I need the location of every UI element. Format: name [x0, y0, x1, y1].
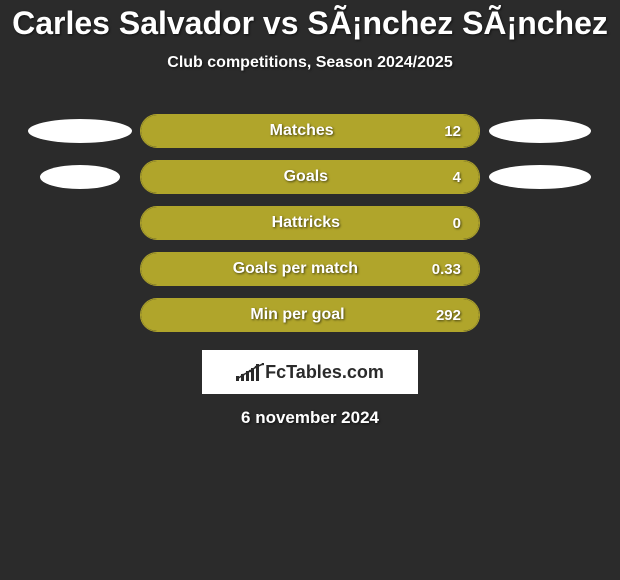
stat-value: 0 — [453, 215, 461, 232]
stat-label: Goals per match — [159, 260, 432, 278]
stat-label: Min per goal — [159, 306, 436, 324]
stats-row: Min per goal292 — [0, 298, 620, 332]
stats-row: Hattricks0 — [0, 206, 620, 240]
player-ellipse-left — [28, 119, 132, 143]
stat-bar-content: Min per goal292 — [141, 299, 479, 331]
page-subtitle: Club competitions, Season 2024/2025 — [0, 54, 620, 72]
logo-bar-icon — [256, 364, 259, 381]
stats-list: Matches12 Goals4 Hattricks0 Goals per match… — [0, 114, 620, 332]
stat-label: Matches — [159, 122, 444, 140]
player-ellipse-right — [489, 165, 591, 189]
stat-bar-content: Matches12 — [141, 115, 479, 147]
logo-chart-icon — [236, 363, 259, 381]
logo-bar-icon — [251, 368, 254, 381]
stat-value: 12 — [444, 123, 461, 140]
stat-bar-content: Goals4 — [141, 161, 479, 193]
brand-logo: FcTables.com — [202, 350, 418, 394]
stats-row: Goals4 — [0, 160, 620, 194]
stats-row: Goals per match0.33 — [0, 252, 620, 286]
player-ellipse-right — [489, 119, 591, 143]
stat-bar: Hattricks0 — [140, 206, 480, 240]
stat-value: 4 — [453, 169, 461, 186]
player-ellipse-left — [40, 165, 120, 189]
stats-row: Matches12 — [0, 114, 620, 148]
logo-bar-icon — [246, 371, 249, 381]
stat-bar: Matches12 — [140, 114, 480, 148]
stat-bar: Goals per match0.33 — [140, 252, 480, 286]
comparison-infographic: Carles Salvador vs SÃ¡nchez SÃ¡nchez Clu… — [0, 0, 620, 428]
stat-value: 0.33 — [432, 261, 461, 278]
logo-text: FcTables.com — [265, 362, 384, 383]
left-ellipse-slot — [20, 165, 140, 189]
date-label: 6 november 2024 — [0, 408, 620, 428]
stat-bar-content: Hattricks0 — [141, 207, 479, 239]
page-title: Carles Salvador vs SÃ¡nchez SÃ¡nchez — [0, 5, 620, 42]
left-ellipse-slot — [20, 119, 140, 143]
stat-bar: Min per goal292 — [140, 298, 480, 332]
right-ellipse-slot — [480, 119, 600, 143]
logo-bar-icon — [236, 376, 239, 381]
stat-label: Hattricks — [159, 214, 453, 232]
stat-label: Goals — [159, 168, 453, 186]
stat-value: 292 — [436, 307, 461, 324]
logo-bar-icon — [241, 374, 244, 381]
stat-bar-content: Goals per match0.33 — [141, 253, 479, 285]
right-ellipse-slot — [480, 165, 600, 189]
stat-bar: Goals4 — [140, 160, 480, 194]
